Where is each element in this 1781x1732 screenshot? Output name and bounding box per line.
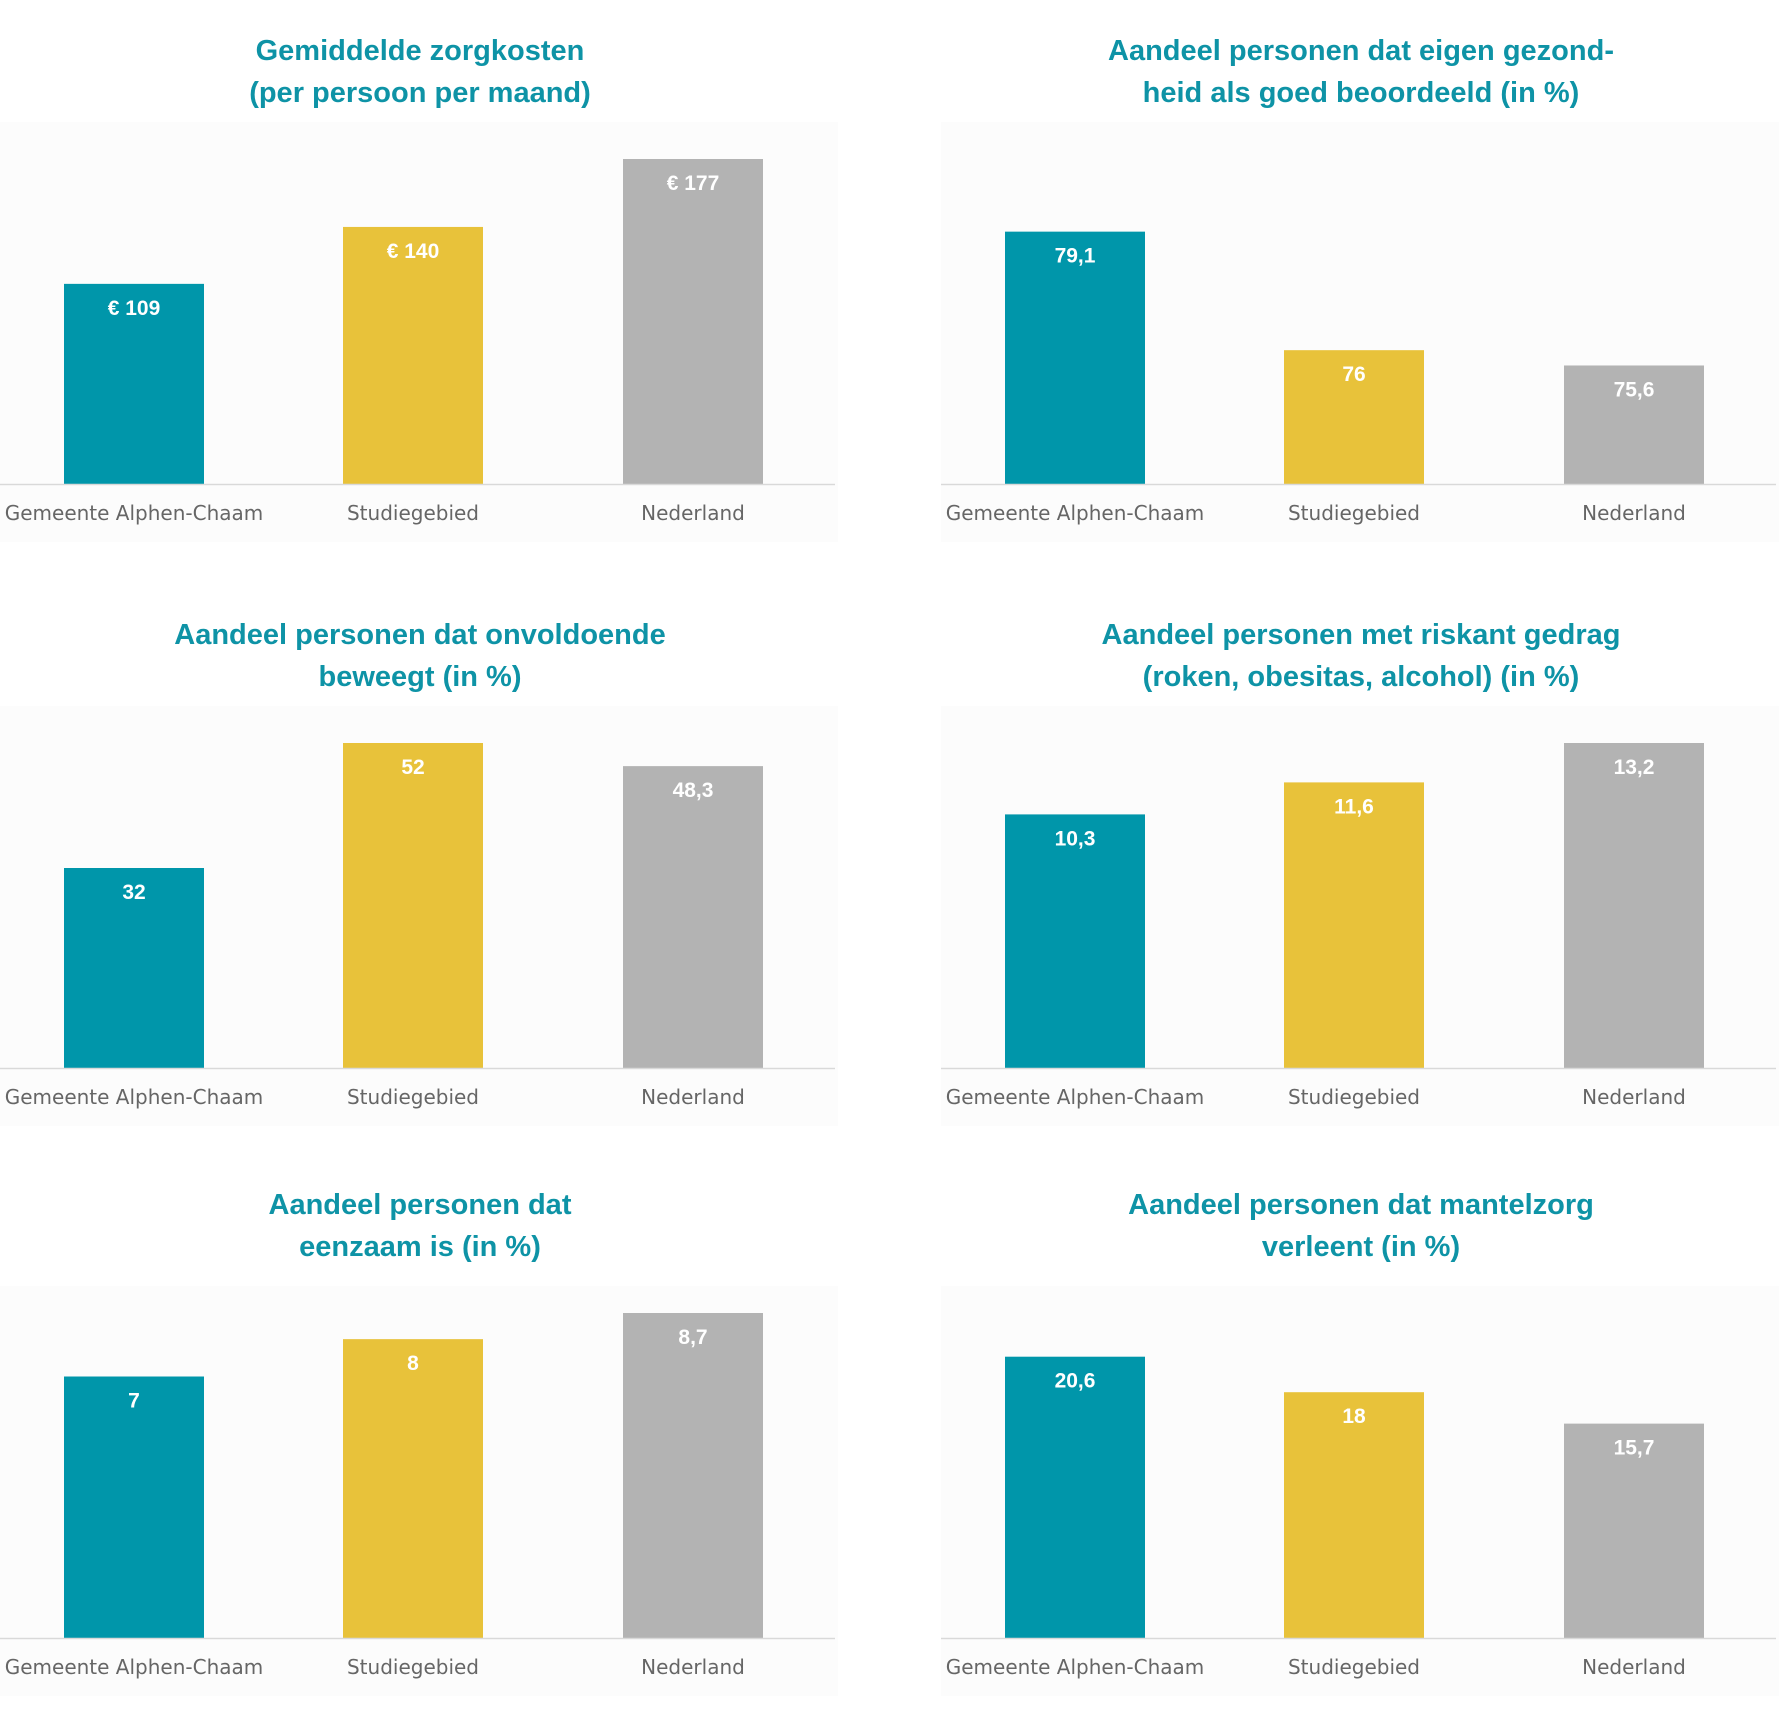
- category-label: Studiegebied: [347, 1655, 479, 1679]
- data-label: 11,6: [1334, 795, 1374, 818]
- bar-chart: € 109 Gemeente Alphen-Chaam € 140 Studiegeb…: [0, 159, 835, 525]
- category-label: Nederland: [1582, 1655, 1686, 1679]
- category-label: Gemeente Alphen-Chaam: [946, 1085, 1205, 1109]
- category-label: Gemeente Alphen-Chaam: [5, 501, 264, 525]
- chart-panel-6: Aandeel personen dat mantelzorg verleent…: [941, 1184, 1781, 1704]
- data-label: 48,3: [673, 779, 714, 802]
- chart-panel-3: Aandeel personen dat onvoldoende beweegt…: [0, 614, 840, 1134]
- category-label: Nederland: [641, 501, 745, 525]
- chart-panel-1: Gemiddelde zorgkosten (per persoon per m…: [0, 30, 840, 550]
- bar-chart: 20,6 Gemeente Alphen-Chaam 18 Studiegebied 1…: [941, 1356, 1776, 1679]
- category-label: Nederland: [1582, 1085, 1686, 1109]
- data-label: 15,7: [1614, 1437, 1655, 1460]
- bar: [623, 1313, 763, 1638]
- category-label: Studiegebied: [347, 1085, 479, 1109]
- chart-title: Aandeel personen dat eenzaam is (in %): [268, 1189, 572, 1263]
- bar: [64, 283, 204, 484]
- chart-panel-2: Aandeel personen dat eigen gezond- heid …: [941, 30, 1781, 550]
- category-label: Nederland: [1582, 501, 1686, 525]
- bar: [1284, 782, 1424, 1068]
- category-label: Nederland: [641, 1655, 745, 1679]
- chart-panel-5: Aandeel personen dat eenzaam is (in %) 7…: [0, 1184, 840, 1704]
- data-label: 75,6: [1614, 378, 1655, 401]
- chart-title: Aandeel personen dat eigen gezond- heid …: [1108, 35, 1614, 109]
- bar-chart: 32 Gemeente Alphen-Chaam 52 Studiegebied 48,…: [0, 743, 835, 1109]
- bar: [1284, 1392, 1424, 1638]
- data-label: 8: [407, 1352, 419, 1375]
- category-label: Gemeente Alphen-Chaam: [5, 1085, 264, 1109]
- bar: [64, 868, 204, 1068]
- data-label: € 140: [387, 240, 440, 263]
- category-label: Studiegebied: [1288, 1085, 1420, 1109]
- data-label: 76: [1342, 363, 1365, 386]
- bar-chart: 7 Gemeente Alphen-Chaam 8 Studiegebied 8,7 Ne…: [0, 1313, 835, 1679]
- chart-panel-4: Aandeel personen met riskant gedrag (rok…: [941, 614, 1781, 1134]
- category-label: Gemeente Alphen-Chaam: [946, 501, 1205, 525]
- bar: [64, 1376, 204, 1638]
- bar: [1005, 231, 1145, 484]
- bar: [1005, 1356, 1145, 1638]
- bar-chart: 79,1 Gemeente Alphen-Chaam 76 Studiegebied 7…: [941, 231, 1776, 525]
- data-label: 79,1: [1055, 245, 1096, 268]
- data-label: 10,3: [1055, 827, 1096, 850]
- bar: [343, 1339, 483, 1638]
- bar: [623, 766, 763, 1068]
- data-label: 18: [1342, 1405, 1366, 1428]
- data-label: € 109: [108, 297, 161, 320]
- data-label: 32: [122, 881, 145, 904]
- data-label: 13,2: [1614, 756, 1655, 779]
- chart-title: Aandeel personen dat onvoldoende beweegt…: [174, 619, 666, 693]
- data-label: 52: [401, 756, 424, 779]
- bar: [1564, 1423, 1704, 1638]
- data-label: € 177: [667, 172, 720, 195]
- bar: [1564, 365, 1704, 484]
- data-label: 8,7: [678, 1326, 707, 1349]
- data-label: 7: [128, 1390, 140, 1413]
- chart-title: Aandeel personen dat mantelzorg verleent…: [1128, 1189, 1594, 1263]
- bar: [343, 743, 483, 1068]
- category-label: Gemeente Alphen-Chaam: [5, 1655, 264, 1679]
- category-label: Nederland: [641, 1085, 745, 1109]
- chart-title: Aandeel personen met riskant gedrag (rok…: [1101, 619, 1621, 693]
- bar: [623, 159, 763, 484]
- category-label: Studiegebied: [1288, 1655, 1420, 1679]
- bar: [343, 226, 483, 484]
- category-label: Studiegebied: [1288, 501, 1420, 525]
- bar: [1564, 743, 1704, 1068]
- chart-title: Gemiddelde zorgkosten (per persoon per m…: [249, 35, 591, 109]
- category-label: Studiegebied: [347, 501, 479, 525]
- bar-chart: 10,3 Gemeente Alphen-Chaam 11,6 Studiegebie…: [941, 743, 1776, 1109]
- category-label: Gemeente Alphen-Chaam: [946, 1655, 1205, 1679]
- bar: [1005, 814, 1145, 1068]
- data-label: 20,6: [1055, 1370, 1096, 1393]
- bar: [1284, 350, 1424, 484]
